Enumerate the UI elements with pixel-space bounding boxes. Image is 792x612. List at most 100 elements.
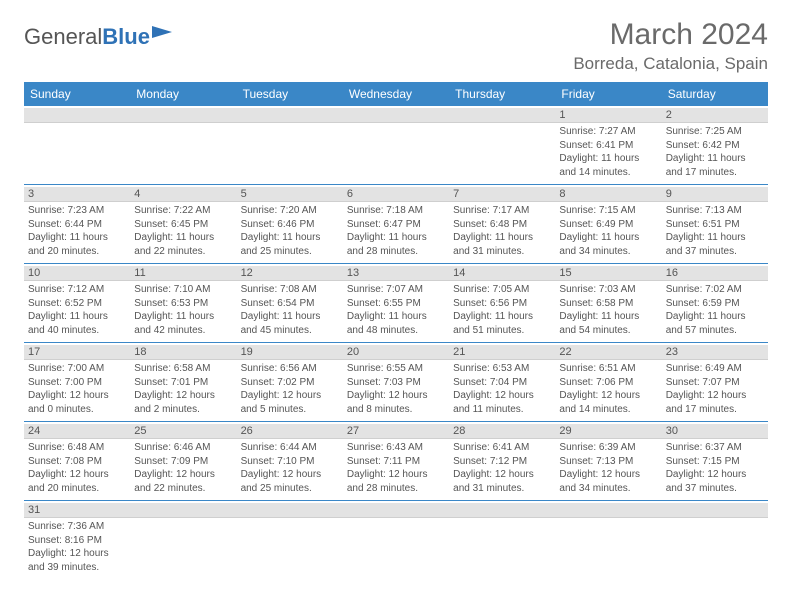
day-number: 15 bbox=[555, 266, 661, 281]
sunrise-text: Sunrise: 6:55 AM bbox=[347, 362, 445, 376]
daylight-text: Daylight: 11 hours and 51 minutes. bbox=[453, 310, 551, 337]
daylight-text: Daylight: 11 hours and 48 minutes. bbox=[347, 310, 445, 337]
day-cell bbox=[130, 106, 236, 184]
daylight-text: Daylight: 11 hours and 57 minutes. bbox=[666, 310, 764, 337]
day-number: 22 bbox=[555, 345, 661, 360]
day-number: 26 bbox=[237, 424, 343, 439]
day-cell: 9Sunrise: 7:13 AMSunset: 6:51 PMDaylight… bbox=[662, 185, 768, 263]
sunrise-text: Sunrise: 7:23 AM bbox=[28, 204, 126, 218]
sunrise-text: Sunrise: 7:07 AM bbox=[347, 283, 445, 297]
day-number: 20 bbox=[343, 345, 449, 360]
day-cell bbox=[343, 501, 449, 579]
weekday-mon: Monday bbox=[130, 82, 236, 106]
daylight-text: Daylight: 12 hours and 20 minutes. bbox=[28, 468, 126, 495]
day-info: Sunrise: 6:37 AMSunset: 7:15 PMDaylight:… bbox=[666, 441, 764, 495]
day-cell bbox=[449, 106, 555, 184]
daylight-text: Daylight: 12 hours and 17 minutes. bbox=[666, 389, 764, 416]
day-cell: 15Sunrise: 7:03 AMSunset: 6:58 PMDayligh… bbox=[555, 264, 661, 342]
daylight-text: Daylight: 11 hours and 20 minutes. bbox=[28, 231, 126, 258]
day-cell: 16Sunrise: 7:02 AMSunset: 6:59 PMDayligh… bbox=[662, 264, 768, 342]
day-number: 25 bbox=[130, 424, 236, 439]
sunset-text: Sunset: 6:55 PM bbox=[347, 297, 445, 311]
day-info: Sunrise: 7:10 AMSunset: 6:53 PMDaylight:… bbox=[134, 283, 232, 337]
sunrise-text: Sunrise: 7:36 AM bbox=[28, 520, 126, 534]
sunrise-text: Sunrise: 7:00 AM bbox=[28, 362, 126, 376]
sunset-text: Sunset: 7:15 PM bbox=[666, 455, 764, 469]
sunrise-text: Sunrise: 7:25 AM bbox=[666, 125, 764, 139]
sunrise-text: Sunrise: 7:10 AM bbox=[134, 283, 232, 297]
sunrise-text: Sunrise: 7:18 AM bbox=[347, 204, 445, 218]
sunrise-text: Sunrise: 7:12 AM bbox=[28, 283, 126, 297]
day-number: 2 bbox=[662, 108, 768, 123]
sunrise-text: Sunrise: 7:08 AM bbox=[241, 283, 339, 297]
sunset-text: Sunset: 6:41 PM bbox=[559, 139, 657, 153]
day-cell: 13Sunrise: 7:07 AMSunset: 6:55 PMDayligh… bbox=[343, 264, 449, 342]
day-info: Sunrise: 7:22 AMSunset: 6:45 PMDaylight:… bbox=[134, 204, 232, 258]
daylight-text: Daylight: 11 hours and 34 minutes. bbox=[559, 231, 657, 258]
day-number bbox=[237, 503, 343, 518]
day-info: Sunrise: 7:05 AMSunset: 6:56 PMDaylight:… bbox=[453, 283, 551, 337]
sunset-text: Sunset: 6:44 PM bbox=[28, 218, 126, 232]
weekday-header: Sunday Monday Tuesday Wednesday Thursday… bbox=[24, 82, 768, 106]
day-cell: 8 Sunrise: 7:15 AMSunset: 6:49 PMDaylight… bbox=[555, 185, 661, 263]
day-info: Sunrise: 7:15 AMSunset: 6:49 PMDaylight:… bbox=[559, 204, 657, 258]
calendar: Sunday Monday Tuesday Wednesday Thursday… bbox=[24, 82, 768, 579]
sunrise-text: Sunrise: 7:17 AM bbox=[453, 204, 551, 218]
day-info: Sunrise: 7:20 AMSunset: 6:46 PMDaylight:… bbox=[241, 204, 339, 258]
day-cell bbox=[555, 501, 661, 579]
brand-part2: Blue bbox=[102, 24, 150, 50]
sunrise-text: Sunrise: 7:15 AM bbox=[559, 204, 657, 218]
sunset-text: Sunset: 6:53 PM bbox=[134, 297, 232, 311]
sunrise-text: Sunrise: 7:03 AM bbox=[559, 283, 657, 297]
sunset-text: Sunset: 7:06 PM bbox=[559, 376, 657, 390]
day-number bbox=[343, 503, 449, 518]
daylight-text: Daylight: 11 hours and 40 minutes. bbox=[28, 310, 126, 337]
day-info: Sunrise: 6:55 AMSunset: 7:03 PMDaylight:… bbox=[347, 362, 445, 416]
sunrise-text: Sunrise: 6:56 AM bbox=[241, 362, 339, 376]
day-number: 23 bbox=[662, 345, 768, 360]
day-cell bbox=[343, 106, 449, 184]
sunset-text: Sunset: 7:13 PM bbox=[559, 455, 657, 469]
daylight-text: Daylight: 11 hours and 45 minutes. bbox=[241, 310, 339, 337]
day-cell: 30 Sunrise: 6:37 AMSunset: 7:15 PMDayligh… bbox=[662, 422, 768, 500]
day-info: Sunrise: 6:43 AMSunset: 7:11 PMDaylight:… bbox=[347, 441, 445, 495]
day-number: 16 bbox=[662, 266, 768, 281]
day-info: Sunrise: 7:00 AMSunset: 7:00 PMDaylight:… bbox=[28, 362, 126, 416]
daylight-text: Daylight: 12 hours and 8 minutes. bbox=[347, 389, 445, 416]
day-number: 17 bbox=[24, 345, 130, 360]
sunrise-text: Sunrise: 6:49 AM bbox=[666, 362, 764, 376]
day-cell bbox=[449, 501, 555, 579]
sunset-text: Sunset: 7:04 PM bbox=[453, 376, 551, 390]
daylight-text: Daylight: 11 hours and 22 minutes. bbox=[134, 231, 232, 258]
day-info: Sunrise: 7:36 AMSunset: 8:16 PMDaylight:… bbox=[28, 520, 126, 574]
day-cell: 22 Sunrise: 6:51 AMSunset: 7:06 PMDayligh… bbox=[555, 343, 661, 421]
day-number: 9 bbox=[662, 187, 768, 202]
day-info: Sunrise: 6:58 AMSunset: 7:01 PMDaylight:… bbox=[134, 362, 232, 416]
day-info: Sunrise: 6:51 AMSunset: 7:06 PMDaylight:… bbox=[559, 362, 657, 416]
day-cell bbox=[24, 106, 130, 184]
day-cell: 24Sunrise: 6:48 AMSunset: 7:08 PMDayligh… bbox=[24, 422, 130, 500]
week-row: 31 Sunrise: 7:36 AMSunset: 8:16 PMDayligh… bbox=[24, 501, 768, 579]
daylight-text: Daylight: 12 hours and 5 minutes. bbox=[241, 389, 339, 416]
daylight-text: Daylight: 12 hours and 0 minutes. bbox=[28, 389, 126, 416]
daylight-text: Daylight: 11 hours and 54 minutes. bbox=[559, 310, 657, 337]
sunset-text: Sunset: 6:51 PM bbox=[666, 218, 764, 232]
day-number: 31 bbox=[24, 503, 130, 518]
sunset-text: Sunset: 7:10 PM bbox=[241, 455, 339, 469]
day-number: 21 bbox=[449, 345, 555, 360]
day-info: Sunrise: 7:12 AMSunset: 6:52 PMDaylight:… bbox=[28, 283, 126, 337]
sunset-text: Sunset: 6:47 PM bbox=[347, 218, 445, 232]
weekday-tue: Tuesday bbox=[237, 82, 343, 106]
day-number: 6 bbox=[343, 187, 449, 202]
day-number: 30 bbox=[662, 424, 768, 439]
day-cell: 28Sunrise: 6:41 AMSunset: 7:12 PMDayligh… bbox=[449, 422, 555, 500]
daylight-text: Daylight: 11 hours and 25 minutes. bbox=[241, 231, 339, 258]
sunset-text: Sunset: 7:07 PM bbox=[666, 376, 764, 390]
day-cell: 12Sunrise: 7:08 AMSunset: 6:54 PMDayligh… bbox=[237, 264, 343, 342]
day-number: 8 bbox=[555, 187, 661, 202]
day-info: Sunrise: 6:49 AMSunset: 7:07 PMDaylight:… bbox=[666, 362, 764, 416]
day-number bbox=[662, 503, 768, 518]
day-cell: 17 Sunrise: 7:00 AMSunset: 7:00 PMDayligh… bbox=[24, 343, 130, 421]
day-info: Sunrise: 6:41 AMSunset: 7:12 PMDaylight:… bbox=[453, 441, 551, 495]
daylight-text: Daylight: 11 hours and 28 minutes. bbox=[347, 231, 445, 258]
